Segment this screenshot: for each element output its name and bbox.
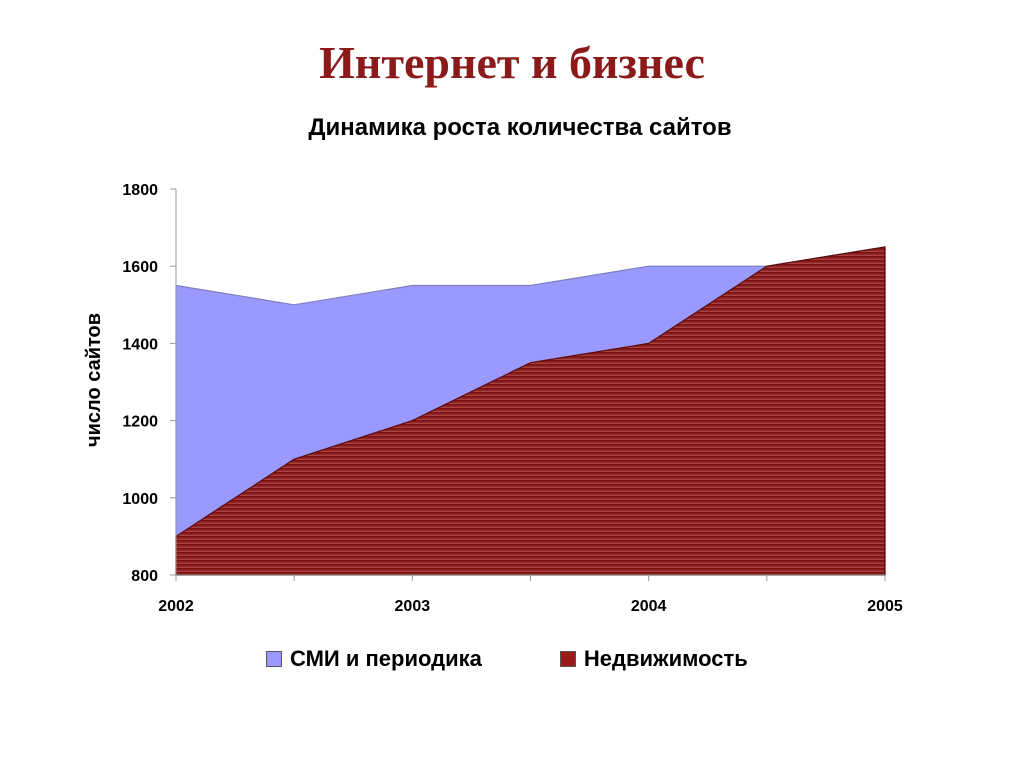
x-tick-label: 2003	[395, 598, 431, 615]
legend-label-media: СМИ и периодика	[290, 646, 482, 671]
x-tick-label: 2002	[158, 598, 194, 615]
legend: СМИ и периодика Недвижимость	[266, 646, 748, 672]
x-tick-label: 2005	[867, 598, 903, 615]
slide-title: Интернет и бизнес	[319, 37, 705, 88]
y-tick-label: 800	[131, 568, 158, 585]
y-tick-label: 1400	[122, 336, 158, 353]
y-tick-label: 1800	[122, 182, 158, 199]
legend-item-realty: Недвижимость	[559, 646, 748, 672]
x-tick-label: 2004	[631, 598, 667, 615]
chart-title: Динамика роста количества сайтов	[308, 114, 732, 141]
legend-item-media: СМИ и периодика	[266, 646, 482, 672]
y-tick-label: 1000	[122, 491, 158, 508]
legend-swatch-media	[266, 651, 282, 667]
y-tick-label: 1600	[122, 259, 158, 276]
y-axis-label: число сайтов	[83, 313, 105, 447]
area-realty	[175, 246, 886, 576]
y-tick-label: 1200	[122, 414, 158, 431]
legend-swatch-realty	[559, 651, 576, 667]
legend-label-realty: Недвижимость	[583, 646, 748, 671]
